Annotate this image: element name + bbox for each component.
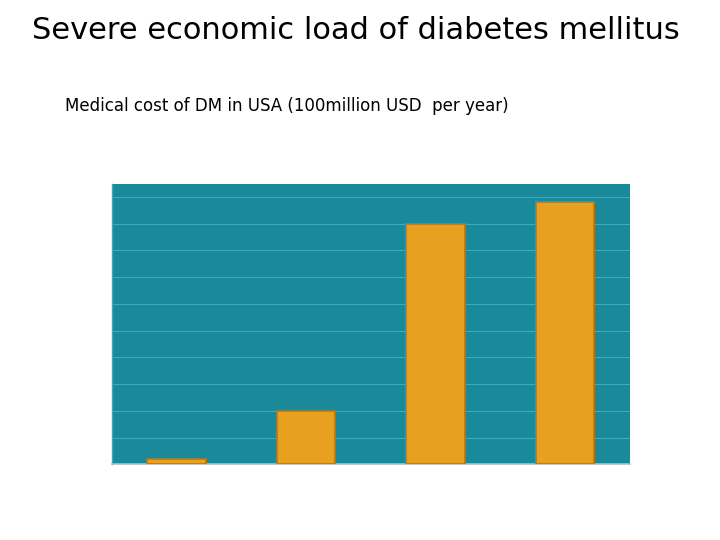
Bar [276, 411, 335, 464]
Text: Medical cost of DM in USA (100million USD  per year): Medical cost of DM in USA (100million US… [65, 97, 508, 115]
Text: Severe economic load of diabetes mellitus: Severe economic load of diabetes mellitu… [32, 16, 680, 45]
Bar [536, 202, 595, 464]
Bar [406, 224, 465, 464]
Bar [147, 459, 206, 464]
